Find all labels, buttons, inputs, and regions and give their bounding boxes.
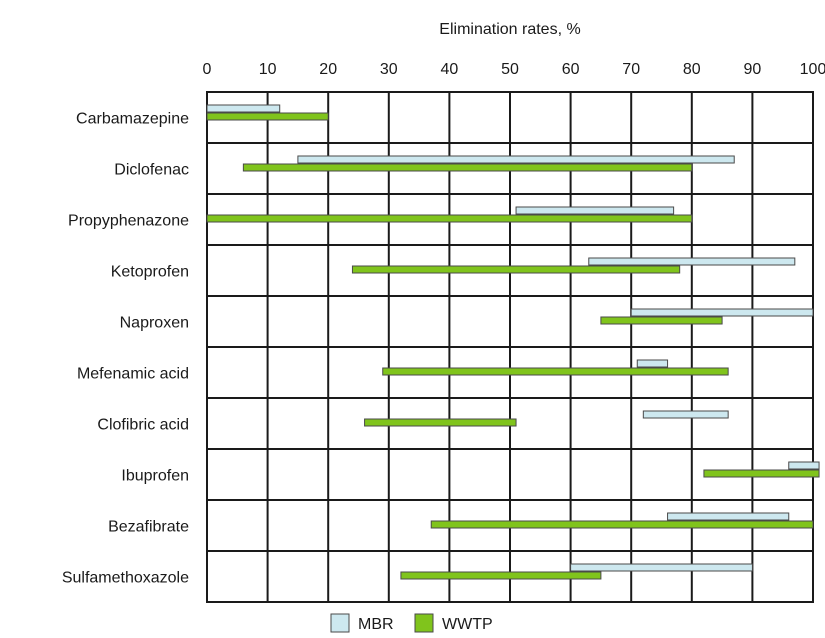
x-tick-label: 90	[744, 61, 762, 78]
bar-wwtp	[703, 469, 820, 478]
bar-mbr	[570, 563, 753, 572]
bars	[206, 104, 820, 580]
category-label: Sulfamethoxazole	[62, 570, 189, 587]
category-labels: Carbamazepine Diclofenac Propyphenazone Ket…	[62, 111, 189, 587]
plot-border	[206, 91, 814, 603]
bar-wwtp	[364, 418, 517, 427]
bar-wwtp	[382, 367, 729, 376]
legend-label-mbr: MBR	[358, 616, 394, 633]
bar-mbr	[588, 257, 796, 266]
x-tick-label: 40	[441, 61, 459, 78]
category-label: Propyphenazone	[68, 213, 189, 230]
x-tick-label: 100	[800, 61, 825, 78]
category-label: Naproxen	[120, 315, 189, 332]
category-label: Mefenamic acid	[77, 366, 189, 383]
x-tick-label: 70	[622, 61, 640, 78]
bar-wwtp	[206, 214, 693, 223]
legend-swatch-wwtp	[414, 613, 434, 633]
bar-mbr	[297, 155, 735, 164]
legend-swatch-mbr	[330, 613, 350, 633]
x-tick-label: 50	[501, 61, 519, 78]
x-tick-label: 80	[683, 61, 701, 78]
category-label: Carbamazepine	[76, 111, 189, 128]
bar-mbr	[515, 206, 675, 215]
bar-wwtp	[430, 520, 814, 529]
category-label: Diclofenac	[114, 162, 189, 179]
bar-mbr	[630, 308, 814, 317]
bar-mbr	[667, 512, 790, 521]
bar-mbr	[636, 359, 669, 368]
legend: MBR WWTP	[330, 613, 493, 633]
bar-wwtp	[242, 163, 693, 172]
bar-wwtp	[206, 112, 329, 121]
bar-wwtp	[600, 316, 723, 325]
x-tick-label: 0	[203, 61, 212, 78]
x-tick-labels: 0 10 20 30 40 50 60 70 80 90 100	[203, 61, 825, 78]
category-label: Clofibric acid	[97, 417, 189, 434]
legend-label-wwtp: WWTP	[442, 616, 493, 633]
plot-grid	[206, 91, 814, 603]
bar-mbr	[642, 410, 729, 419]
x-tick-label: 10	[259, 61, 277, 78]
x-axis-title: Elimination rates, %	[439, 21, 580, 38]
bar-wwtp	[400, 571, 602, 580]
bar-mbr	[788, 461, 820, 470]
category-label: Ketoprofen	[111, 264, 189, 281]
x-tick-label: 60	[562, 61, 580, 78]
category-label: Ibuprofen	[121, 468, 189, 485]
bar-wwtp	[351, 265, 681, 274]
x-tick-label: 30	[380, 61, 398, 78]
x-tick-label: 20	[319, 61, 337, 78]
category-label: Bezafibrate	[108, 519, 189, 536]
bar-mbr	[206, 104, 281, 113]
